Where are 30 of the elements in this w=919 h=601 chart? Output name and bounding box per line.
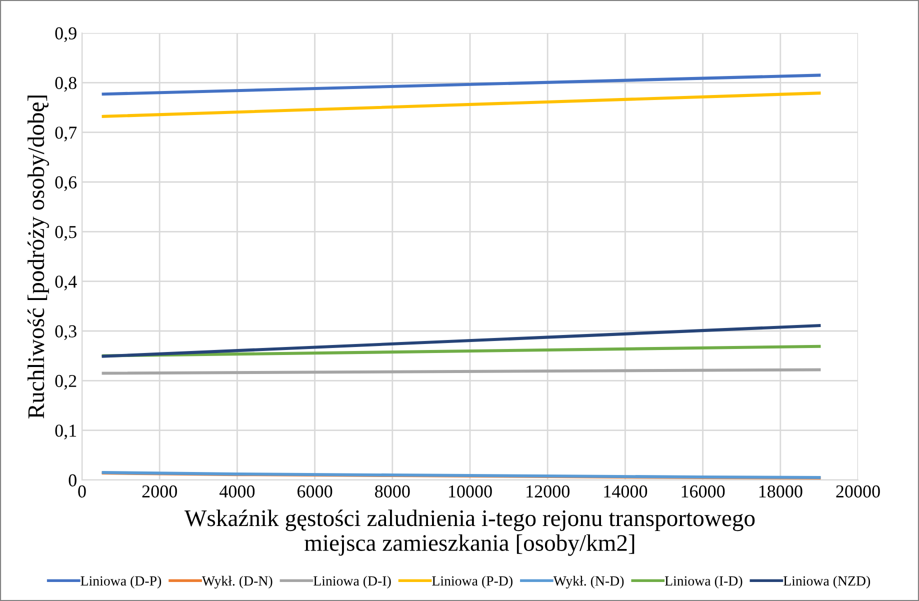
y-tick-label: 0,9: [55, 27, 76, 42]
x-tick-label: 10000: [449, 485, 492, 498]
y-tick-label: 0,7: [55, 126, 77, 142]
y-tick-label: 0,5: [55, 226, 76, 241]
legend-label: Liniowa (D-P): [80, 576, 162, 588]
x-tick-label: 12000: [526, 485, 570, 498]
y-tick-label: 0,4: [55, 276, 77, 290]
x-tick-label: 14000: [604, 485, 648, 498]
legend-label: Wykł. (N-D): [553, 576, 624, 588]
legend-label: Liniowa (I-D): [664, 576, 742, 588]
legend-label: Wykł. (D-N): [202, 576, 272, 588]
legend-label: Liniowa (P-D): [432, 576, 512, 588]
y-tick-label: 0,3: [55, 325, 76, 340]
x-axis-title: Wskaźnik gęstości zaludnienia i-tego rejonu transportowego miejsca zamieszkania [osoby/km2]: [184, 510, 755, 556]
x-tick-label: 0: [78, 485, 86, 498]
y-tick-label: 0: [68, 474, 76, 486]
y-axis-title: Ruchliwość [podróży osoby/dobę]: [28, 96, 50, 418]
y-tick-label: 0,8: [55, 76, 76, 92]
x-tick-label: 8000: [375, 485, 410, 498]
x-tick-label: 2000: [142, 485, 177, 498]
x-tick-label: 4000: [219, 485, 255, 498]
x-tick-label: 16000: [682, 485, 725, 498]
x-tick-label: 6000: [298, 485, 332, 498]
y-tick-label: 0,6: [55, 176, 77, 192]
y-tick-label: 0,2: [55, 374, 76, 390]
legend-label: Liniowa (D-I): [314, 576, 391, 588]
legend-label: Liniowa (NZD): [784, 576, 870, 588]
y-tick-label: 0,1: [55, 424, 76, 440]
x-tick-label: 20000: [836, 485, 880, 498]
x-tick-label: 18000: [759, 485, 802, 498]
